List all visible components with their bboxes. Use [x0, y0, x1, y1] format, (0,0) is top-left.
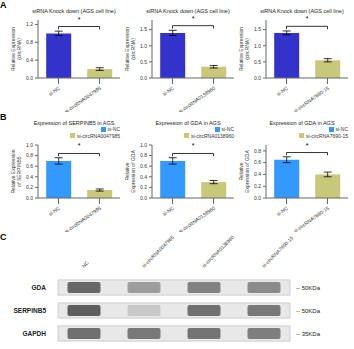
html-text:C: C	[0, 232, 7, 242]
svg-text:0.4: 0.4	[26, 57, 33, 63]
svg-text:NC: NC	[80, 259, 90, 269]
html-text:siRNA Knock down (AGS cell lin: siRNA Knock down (AGS cell line)	[146, 7, 230, 14]
svg-text:RelativeExpression of GDA: RelativeExpression of GDA	[238, 150, 250, 193]
html-text:siRNA Knock down (AGS cell lin: siRNA Knock down (AGS cell line)	[260, 7, 344, 14]
svg-text:SERPINB5: SERPINB5	[13, 307, 46, 314]
svg-text:si-NC: si-NC	[161, 85, 175, 97]
svg-text:*: *	[78, 16, 81, 23]
svg-text:*: *	[306, 142, 309, 149]
html-text:A: A	[0, 0, 7, 10]
html-text:si-circRNA0138960: si-circRNA0138960	[190, 132, 234, 139]
svg-text:0.4: 0.4	[254, 171, 261, 177]
svg-text:0.0: 0.0	[140, 195, 147, 201]
html-text:si-circRNA7690-15: si-circRNA7690-15	[306, 132, 348, 139]
html-text:si-NC: si-NC	[335, 126, 348, 133]
svg-text:1.5: 1.5	[254, 26, 261, 32]
svg-text:si-NC: si-NC	[275, 85, 289, 97]
svg-text:-- 35KDa: -- 35KDa	[296, 331, 321, 337]
svg-text:si-NC: si-NC	[161, 205, 175, 217]
svg-text:RelativeExpression of GDA: RelativeExpression of GDA	[124, 150, 136, 193]
svg-text:1.0: 1.0	[254, 43, 261, 49]
html-text:Expression of GDA in AGS: Expression of GDA in AGS	[269, 119, 335, 126]
svg-text:GDA: GDA	[32, 284, 47, 291]
svg-text:0.2: 0.2	[254, 183, 261, 189]
svg-text:1.0: 1.0	[140, 43, 147, 49]
svg-text:0.4: 0.4	[140, 174, 147, 180]
svg-text:si-circRNA0138960: si-circRNA0138960	[200, 234, 235, 269]
svg-text:0.6: 0.6	[140, 163, 147, 169]
svg-text:0.5: 0.5	[140, 59, 147, 65]
svg-text:0.4: 0.4	[26, 174, 33, 180]
svg-text:*: *	[78, 142, 81, 149]
html-text:B: B	[0, 112, 7, 122]
svg-text:-- 50KDa: -- 50KDa	[296, 285, 321, 291]
html-text:si-NC: si-NC	[221, 126, 234, 133]
svg-text:Relative Expression(circRNA): Relative Expression(circRNA)	[124, 27, 136, 71]
svg-text:0.0: 0.0	[254, 75, 261, 81]
svg-text:*: *	[192, 15, 195, 22]
html-text:si-NC: si-NC	[107, 126, 120, 133]
svg-text:0.0: 0.0	[254, 195, 261, 201]
svg-text:si-NC: si-NC	[275, 205, 289, 217]
svg-text:si-circRNA0138960: si-circRNA0138960	[177, 205, 216, 232]
svg-text:0.6: 0.6	[26, 163, 33, 169]
svg-text:si-circRNA7690-15: si-circRNA7690-15	[260, 235, 294, 269]
svg-text:0.2: 0.2	[140, 184, 147, 190]
svg-text:1.5: 1.5	[140, 26, 147, 32]
svg-text:si-circRNA0138960: si-circRNA0138960	[177, 85, 216, 112]
svg-text:*: *	[192, 142, 195, 149]
svg-text:*: *	[306, 15, 309, 22]
svg-text:0.8: 0.8	[26, 152, 33, 158]
svg-text:Relative Expression(circRNA): Relative Expression(circRNA)	[10, 27, 22, 71]
html-text:siRNA Knock down (AGS cell lin: siRNA Knock down (AGS cell line)	[32, 7, 116, 14]
svg-text:si-NC: si-NC	[47, 205, 61, 217]
svg-text:0.0: 0.0	[140, 75, 147, 81]
svg-text:0.2: 0.2	[26, 184, 33, 190]
svg-text:si-circRNA7690-15: si-circRNA7690-15	[292, 205, 330, 232]
svg-text:Relative Expression(circRNA): Relative Expression(circRNA)	[238, 27, 250, 71]
svg-text:Relative Expressionof SERPINB5: Relative Expressionof SERPINB5	[10, 149, 22, 193]
svg-text:0.8: 0.8	[26, 39, 33, 45]
svg-text:0.6: 0.6	[254, 159, 261, 165]
svg-text:1.0: 1.0	[26, 142, 33, 148]
svg-text:si-circRNA7690-15: si-circRNA7690-15	[292, 85, 330, 112]
svg-text:0.8: 0.8	[254, 148, 261, 154]
svg-text:1.2: 1.2	[26, 21, 33, 27]
svg-text:si-circRNA0047985: si-circRNA0047985	[63, 205, 102, 232]
svg-text:1.0: 1.0	[140, 142, 147, 148]
svg-text:GAPDH: GAPDH	[23, 330, 47, 337]
svg-text:-- 50KDa: -- 50KDa	[296, 308, 321, 314]
html-text:Expression of SERPINB5 in AGS: Expression of SERPINB5 in AGS	[33, 119, 115, 126]
svg-text:si-circRNA0047985: si-circRNA0047985	[63, 85, 102, 112]
svg-text:0.0: 0.0	[26, 195, 33, 201]
svg-text:si-circRNA0047985: si-circRNA0047985	[140, 234, 175, 269]
svg-text:0.0: 0.0	[26, 75, 33, 81]
html-text:Expression of GDA in AGS: Expression of GDA in AGS	[155, 119, 221, 126]
svg-text:0.5: 0.5	[254, 59, 261, 65]
svg-text:si-NC: si-NC	[47, 85, 61, 97]
html-text:si-circRNA0047985: si-circRNA0047985	[76, 132, 120, 139]
svg-text:0.8: 0.8	[140, 152, 147, 158]
